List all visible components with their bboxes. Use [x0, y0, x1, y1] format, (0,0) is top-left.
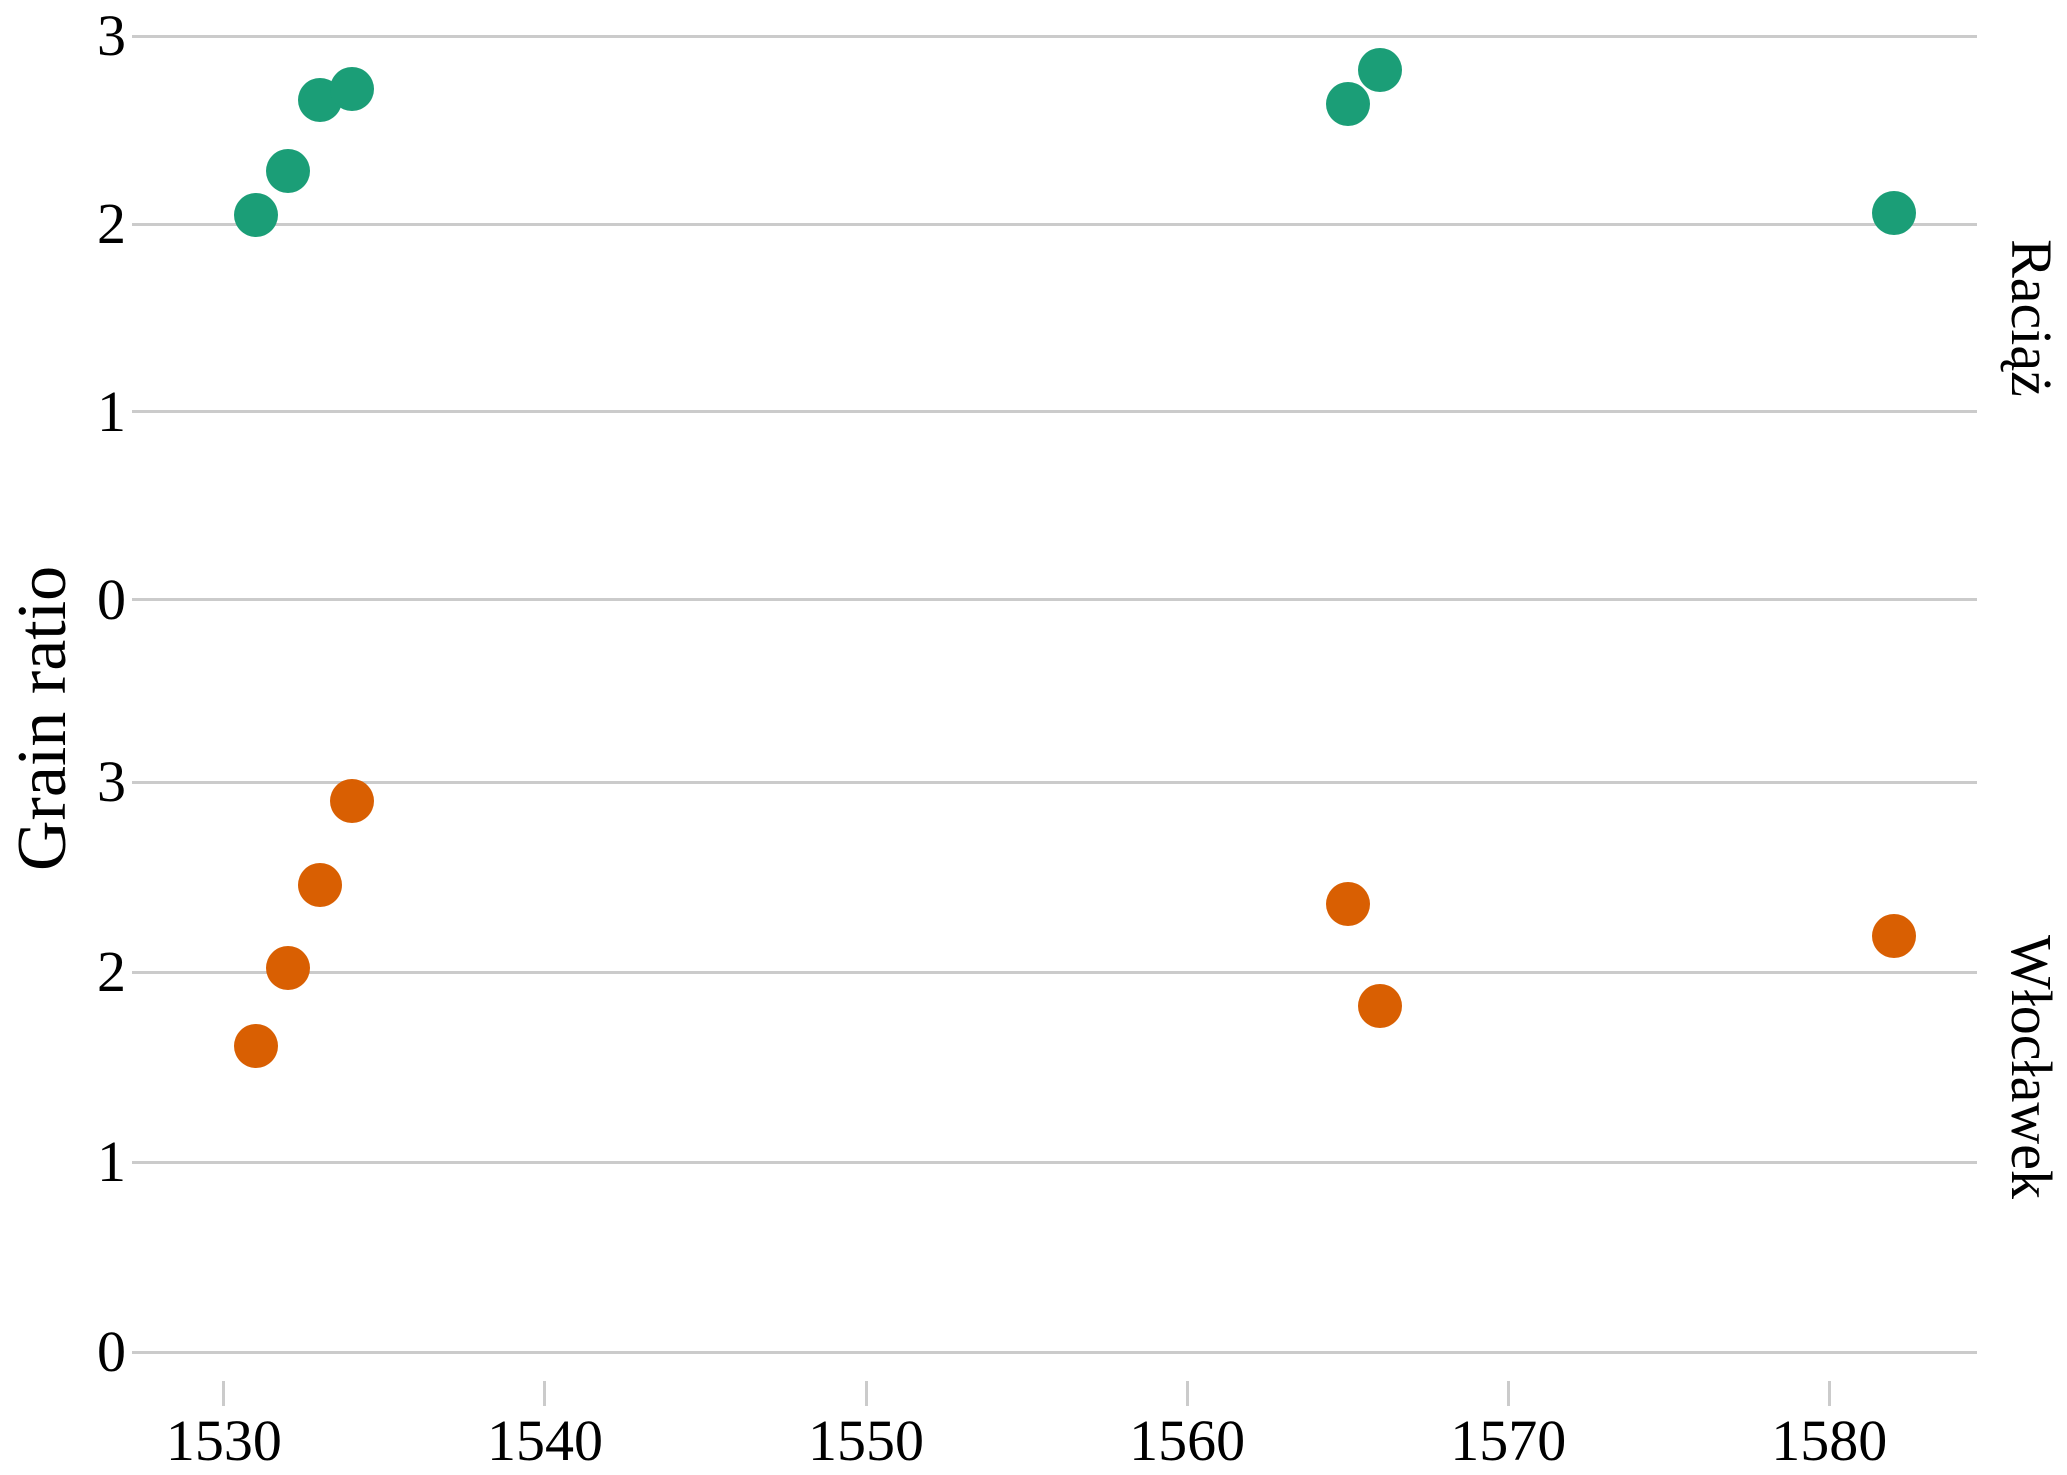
y-tick-label: 1 [97, 378, 126, 444]
data-point-raciąż-1582 [1871, 190, 1916, 235]
y-tick-label: 0 [97, 566, 126, 632]
x-tick-label: 1550 [808, 1407, 925, 1473]
y-axis-tick [132, 970, 150, 974]
data-point-włocławek-1534 [330, 779, 375, 823]
y-tick-label: 0 [97, 1319, 126, 1384]
facet-strip-label-raciaz: Raciąż [1999, 239, 2064, 397]
y-axis-tick [132, 34, 150, 38]
gridline-y-3 [150, 34, 1977, 38]
data-point-włocławek-1532 [266, 946, 311, 991]
x-tick-label: 1540 [486, 1407, 603, 1473]
data-point-włocławek-1582 [1871, 913, 1916, 958]
y-axis-tick [132, 1160, 150, 1164]
gridline-y-2 [150, 970, 1977, 974]
y-axis-tick [132, 598, 150, 602]
x-axis-tick [1185, 1380, 1189, 1406]
y-tick-label: 1 [97, 1129, 126, 1194]
y-axis-tick [132, 410, 150, 414]
y-axis-tick [132, 1350, 150, 1354]
x-tick-label: 1530 [165, 1407, 282, 1473]
gridline-y-2 [150, 222, 1977, 226]
data-point-włocławek-1566 [1357, 984, 1402, 1029]
gridline-y-0 [150, 1350, 1977, 1354]
x-axis-tick [543, 1380, 547, 1406]
data-point-raciąż-1566 [1357, 48, 1402, 92]
gridline-y-1 [150, 1160, 1977, 1164]
y-tick-label: 2 [97, 939, 126, 1004]
gridline-y-1 [150, 410, 1977, 414]
gridline-y-0 [150, 598, 1977, 602]
data-point-raciąż-1531 [233, 192, 278, 237]
x-axis-tick [864, 1380, 868, 1406]
x-axis-tick [1827, 1380, 1831, 1406]
x-axis-tick [1506, 1380, 1510, 1406]
x-tick-label: 1580 [1771, 1407, 1888, 1473]
x-tick-label: 1560 [1129, 1407, 1246, 1473]
data-point-włocławek-1533 [298, 862, 343, 907]
data-point-raciąż-1532 [266, 149, 311, 194]
y-tick-label: 2 [97, 191, 126, 257]
facet-strip-label-wloclawek: Włocławek [1999, 934, 2064, 1200]
x-tick-label: 1570 [1450, 1407, 1567, 1473]
y-axis-tick [132, 780, 150, 784]
y-tick-label: 3 [97, 3, 126, 69]
x-axis-tick [222, 1380, 226, 1406]
y-tick-label: 3 [97, 749, 126, 814]
gridline-y-3 [150, 780, 1977, 784]
y-axis-tick [132, 222, 150, 226]
data-point-włocławek-1565 [1325, 881, 1370, 926]
data-point-raciąż-1534 [330, 66, 375, 111]
data-point-raciąż-1565 [1325, 81, 1370, 126]
data-point-włocławek-1531 [233, 1024, 278, 1069]
